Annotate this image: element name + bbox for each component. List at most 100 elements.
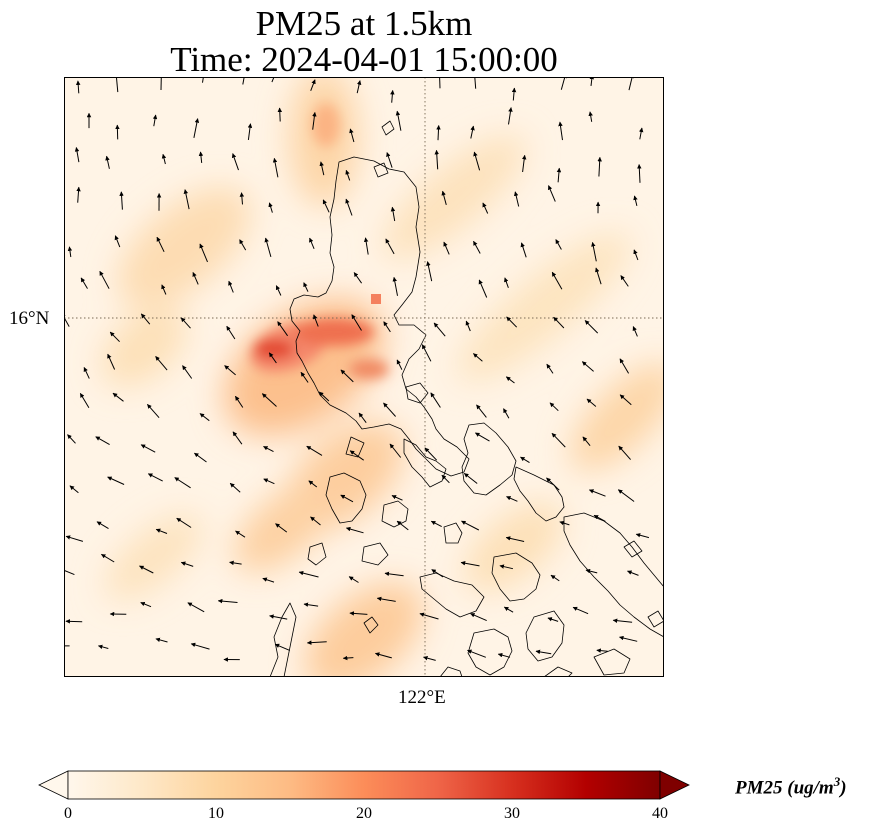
pm25-pixel (371, 294, 381, 304)
wind-arrow (555, 239, 562, 250)
wind-arrow (269, 614, 288, 620)
wind-arrow (75, 80, 81, 94)
wind-arrow (262, 577, 275, 583)
wind-arrow (312, 111, 317, 130)
wind-arrow (508, 107, 513, 125)
wind-arrow (520, 456, 530, 464)
wind-arrow (478, 279, 488, 298)
wind-arrow (383, 321, 391, 333)
wind-arrow (385, 238, 395, 255)
wind-arrow (99, 270, 110, 289)
wind-arrow (349, 128, 355, 143)
wind-arrow (342, 655, 354, 661)
wind-arrow (64, 568, 75, 576)
colorbar-extend-min (38, 770, 69, 800)
wind-arrow (633, 195, 638, 207)
wind-arrow (349, 450, 364, 461)
wind-arrow (460, 561, 480, 567)
wind-arrow (585, 568, 598, 574)
wind-arrow (633, 249, 639, 261)
wind-arrow (618, 445, 631, 460)
wind-arrow (505, 536, 525, 542)
wind-arrow (268, 202, 273, 213)
wind-arrow (76, 186, 81, 203)
colorbar (38, 770, 690, 800)
wind-arrow (97, 644, 109, 650)
wind-arrow (234, 395, 244, 408)
wind-arrow (473, 151, 481, 171)
wind-arrow (83, 366, 90, 379)
wind-arrow (547, 617, 559, 622)
wind-arrow (497, 652, 511, 658)
wind-arrow (363, 237, 369, 255)
wind-arrow (217, 598, 238, 604)
wind-arrow (353, 272, 363, 284)
wind-arrow (550, 574, 560, 582)
wind-arrow (345, 526, 364, 534)
wind-arrow (619, 358, 630, 374)
wind-arrow (340, 494, 354, 503)
wind-arrow (239, 192, 245, 205)
wind-arrow (198, 151, 204, 163)
wind-arrow (546, 477, 560, 491)
wind-arrow (224, 365, 236, 376)
wind-arrow (80, 277, 88, 289)
wind-arrow (463, 473, 478, 484)
wind-arrow (156, 236, 165, 253)
wind-arrow (199, 413, 210, 422)
wind-arrow (306, 445, 323, 456)
wind-arrow (263, 445, 274, 453)
wind-arrow (424, 447, 438, 461)
wind-arrow (187, 602, 205, 613)
wind-arrow (277, 321, 289, 337)
wind-arrow (140, 601, 152, 608)
wind-arrow (114, 77, 119, 93)
wind-arrow (627, 570, 639, 576)
wind-arrow (617, 489, 635, 502)
wind-arrow (441, 190, 447, 206)
wind-arrow (582, 436, 591, 447)
map-frame (64, 77, 664, 677)
wind-arrow (101, 553, 115, 563)
wind-arrow (194, 452, 207, 463)
wind-arrow (558, 121, 563, 141)
wind-arrow (638, 127, 644, 140)
wind-arrow (436, 125, 441, 141)
wind-arrow (559, 520, 570, 526)
wind-arrow (65, 619, 83, 624)
wind-arrow (345, 169, 351, 181)
colorbar-tick-20: 20 (356, 805, 372, 822)
wind-arrow (67, 434, 76, 444)
wind-arrow (482, 202, 489, 214)
wind-arrow (546, 363, 554, 374)
colorbar-tick-10: 10 (208, 805, 224, 822)
wind-arrow (504, 277, 509, 288)
wind-arrow (584, 320, 599, 334)
wind-arrow (421, 344, 432, 362)
wind-arrow (549, 402, 559, 412)
wind-arrow (155, 528, 168, 534)
wind-arrow (535, 649, 552, 655)
wind-arrow (499, 564, 514, 570)
wind-arrow (318, 391, 330, 402)
wind-arrow (384, 571, 404, 577)
wind-arrow (476, 404, 487, 418)
wind-arrow (313, 314, 319, 327)
wind-arrow (473, 353, 483, 362)
wind-arrow (67, 246, 73, 258)
wind-arrow (107, 476, 125, 485)
wind-arrow (356, 80, 362, 94)
wind-arrow (202, 77, 204, 83)
wind-arrow (390, 89, 395, 103)
wind-arrow (596, 648, 608, 653)
wind-arrow (443, 241, 450, 255)
wind-arrow (247, 123, 253, 140)
wind-arrow (389, 443, 402, 458)
wind-arrow (548, 185, 556, 202)
wind-arrow (461, 520, 480, 531)
colorbar-ramp (67, 770, 661, 800)
wind-arrow (64, 312, 70, 327)
wind-arrow (345, 198, 353, 216)
wind-arrow (112, 392, 124, 402)
wind-arrow (303, 602, 319, 607)
